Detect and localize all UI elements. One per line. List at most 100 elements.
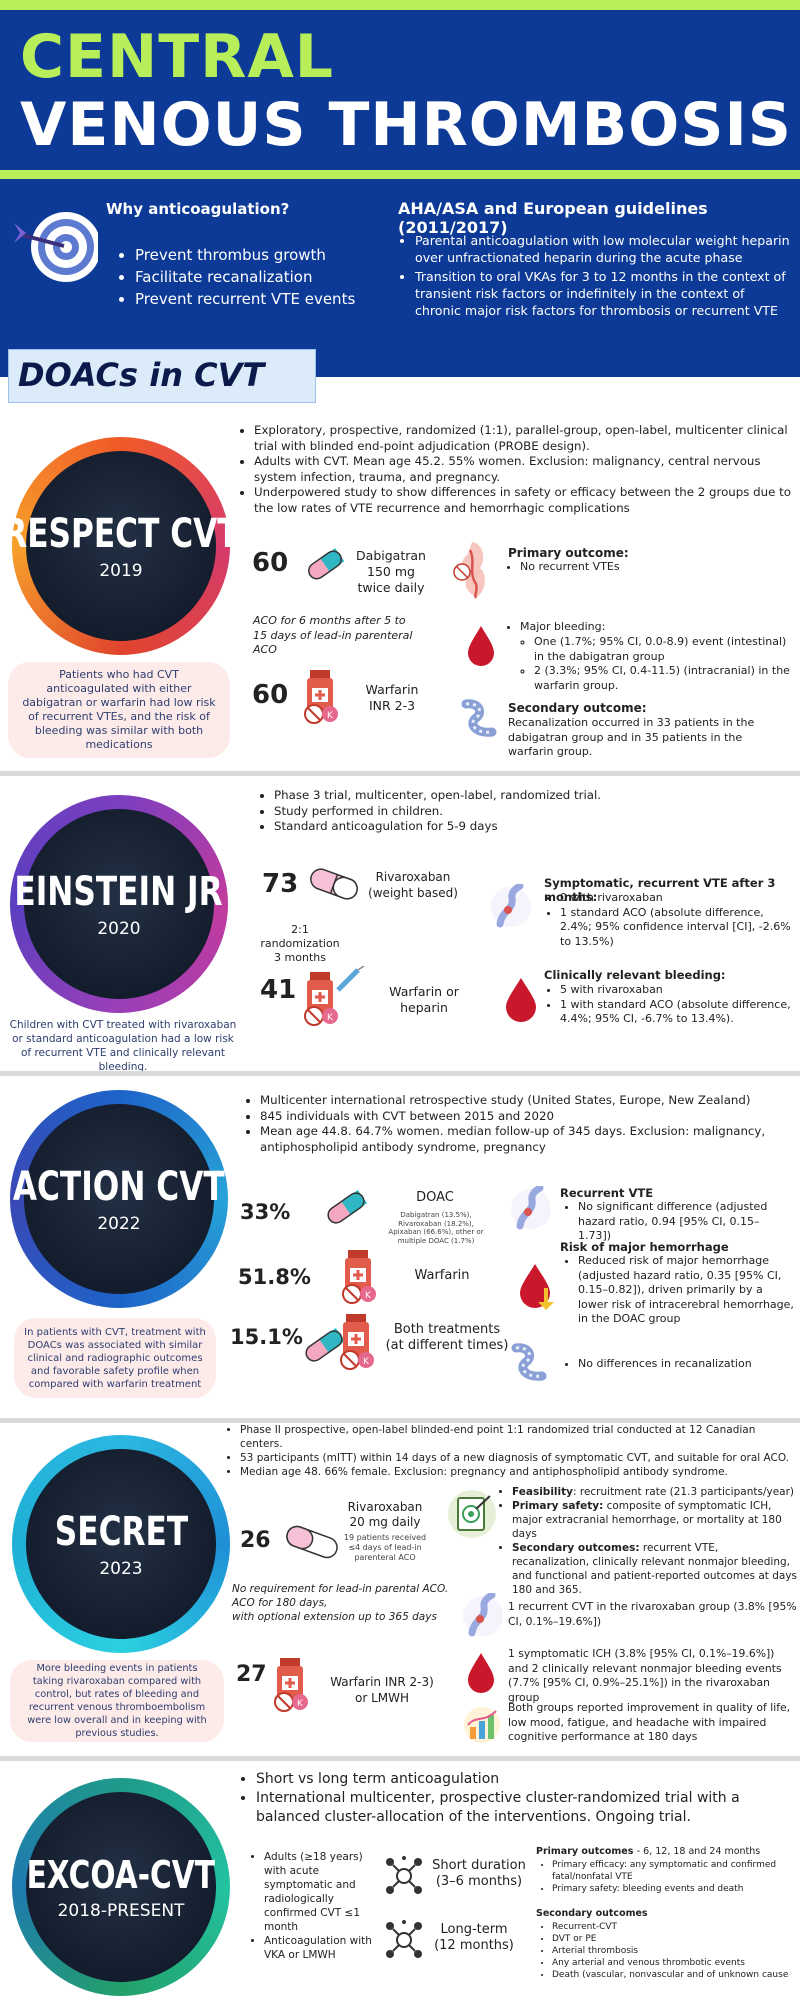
einstein-drug2: Warfarin or heparin (389, 984, 459, 1015)
guideline-item: Parental anticoagulation with low molecu… (415, 232, 790, 266)
title-line-1: CENTRAL (20, 22, 335, 92)
excoa-year: 2018-PRESENT (57, 1901, 185, 1921)
respect-bullet: Exploratory, prospective, randomized (1:… (254, 423, 795, 454)
action-bullet: Multicenter international retrospective … (260, 1093, 791, 1109)
respect-conclusion: Patients who had CVT anticoagulated with… (8, 662, 230, 758)
guidelines-title: AHA/ASA and European guidelines (2011/20… (398, 199, 708, 237)
respect-name: RESPECT CVT (3, 511, 239, 557)
action-conclusion: In patients with CVT, treatment with DOA… (14, 1318, 216, 1398)
respect-primary-title: Primary outcome: (508, 546, 629, 560)
excoa-bullet: International multicenter, prospective c… (256, 1789, 797, 1827)
brain-vessel-icon (453, 542, 485, 599)
wellbeing-chart-icon (464, 1707, 500, 1743)
einstein-n2: 41 (260, 975, 297, 1005)
einstein-bleed-list: 5 with rivaroxaban 1 with standard ACO (… (548, 983, 793, 1027)
pill-bottle-icon: K (274, 1658, 308, 1712)
action-hem-list: Reduced risk of major hemorrhage (adjust… (566, 1254, 794, 1327)
capsule-icon (308, 548, 345, 580)
einstein-conclusion: Children with CVT treated with rivaroxab… (9, 1019, 237, 1073)
section-title-box (8, 349, 316, 403)
svg-text:K: K (327, 711, 334, 721)
why-item: Prevent thrombus growth (135, 244, 355, 266)
respect-bleeding: Major bleeding: (508, 620, 793, 635)
svg-text:K: K (363, 1357, 370, 1367)
capsule-icon (286, 1525, 338, 1559)
why-item: Facilitate recanalization (135, 266, 355, 288)
blood-drop-icon (468, 1653, 494, 1693)
title-line-2: VENOUS THROMBOSIS (20, 90, 793, 160)
target-icon (14, 212, 98, 282)
top-accent-bar (0, 0, 800, 10)
excoa-population-item: Anticoagulation with VKA or LMWH (264, 1934, 382, 1962)
svg-text:K: K (297, 1699, 304, 1709)
action-hem-item: Reduced risk of major hemorrhage (adjust… (578, 1254, 794, 1327)
secret-result-2: 1 symptomatic ICH (3.8% [95% CI, 0.1%–19… (508, 1647, 782, 1704)
excoa-population-list: Adults (≥18 years) with acute symptomati… (252, 1850, 382, 1962)
excoa-secondary-item: Any arterial and venous thrombotic event… (552, 1957, 798, 1969)
einstein-bullets: Phase 3 trial, multicenter, open-label, … (260, 788, 780, 835)
respect-primary-list: No recurrent VTEs (508, 560, 788, 575)
secret-n2: 27 (236, 1662, 267, 1687)
einstein-bullet: Study performed in children. (274, 804, 780, 820)
excoa-population-item: Adults (≥18 years) with acute symptomati… (264, 1850, 382, 1934)
excoa-secondary-list: Recurrent-CVT DVT or PE Arterial thrombo… (540, 1921, 798, 1981)
excoa-bullets: Short vs long term anticoagulation Inter… (242, 1770, 797, 1827)
respect-bleeding-item: One (1.7%; 95% CI, 0.0-8.9) event (intes… (534, 635, 793, 664)
vessel-clot-icon (511, 1186, 551, 1230)
secret-outcome-list: Feasibility: recruitment rate (21.3 part… (500, 1485, 798, 1597)
action-drug1-note: Dabigatran (13.5%), Rivaroxaban (18.2%),… (388, 1211, 484, 1245)
secret-result-3: Both groups reported improvement in qual… (508, 1701, 791, 1743)
respect-secondary-text: Recanalization occurred in 33 patients i… (508, 716, 755, 758)
einstein-name: EINSTEIN JR (14, 869, 224, 915)
excoa-bullet: Short vs long term anticoagulation (256, 1770, 797, 1789)
svg-text:K: K (365, 1291, 372, 1301)
section-divider (0, 1071, 800, 1076)
einstein-vte-item: 1 standard ACO (absolute difference, 2.4… (560, 906, 793, 950)
guideline-item: Transition to oral VKAs for 3 to 12 mont… (415, 268, 790, 319)
section-title: DOACs in CVT (18, 356, 265, 394)
respect-secondary-title: Secondary outcome: (508, 701, 647, 715)
action-badge: ACTION CVT 2022 (10, 1090, 228, 1308)
excoa-primary-times: - 6, 12, 18 and 24 months (636, 1846, 761, 1857)
respect-year: 2019 (99, 561, 143, 581)
vessel-icon (511, 1343, 547, 1381)
einstein-n1: 73 (262, 869, 299, 899)
svg-text:K: K (327, 1013, 334, 1023)
respect-bullet: Adults with CVT. Mean age 45.2. 55% wome… (254, 454, 795, 485)
secret-result-1: 1 recurrent CVT in the rivaroxaban group… (508, 1600, 797, 1628)
network-icon (386, 1856, 422, 1894)
action-bullets: Multicenter international retrospective … (246, 1093, 791, 1155)
section-divider (0, 771, 800, 776)
excoa-secondary-item: Arterial thrombosis (552, 1945, 798, 1957)
pill-bottle-icon: K (342, 1250, 376, 1304)
einstein-drug1: Rivaroxaban (weight based) (368, 870, 458, 900)
excoa-primary-item: Primary efficacy: any symptomatic and co… (552, 1859, 795, 1883)
action-p3: 15.1% (230, 1325, 303, 1349)
secret-outcome-item: Secondary outcomes: recurrent VTE, recan… (512, 1541, 798, 1597)
pill-bottle-icon: K (304, 670, 338, 724)
why-anticoagulation-title: Why anticoagulation? (106, 200, 290, 218)
action-recan-item: No differences in recanalization (578, 1357, 791, 1372)
capsule-icon (310, 868, 358, 900)
respect-bullets: Exploratory, prospective, randomized (1:… (240, 423, 795, 516)
blood-drop-icon (506, 978, 536, 1022)
respect-n2: 60 (252, 680, 289, 710)
capsule-bottle-icon: K (305, 1314, 374, 1370)
excoa-short: Short duration (3–6 months) (432, 1858, 526, 1889)
secret-prim-text: composite of symptomatic ICH, major extr… (512, 1500, 782, 1540)
einstein-year: 2020 (97, 919, 141, 939)
action-recan-list: No differences in recanalization (566, 1357, 791, 1372)
secret-bullet: 53 participants (mITT) within 14 days of… (240, 1451, 796, 1465)
einstein-vte-list: 0 with rivaroxaban 1 standard ACO (absol… (548, 891, 793, 949)
vessel-icon (461, 699, 497, 737)
respect-primary-item: No recurrent VTEs (520, 560, 788, 575)
action-p2: 51.8% (238, 1265, 311, 1289)
excoa-primary-list: Primary efficacy: any symptomatic and co… (540, 1859, 795, 1895)
respect-drug1: Dabigatran 150 mg twice daily (356, 548, 426, 595)
secret-n1: 26 (240, 1528, 271, 1553)
einstein-bleed-item: 5 with rivaroxaban (560, 983, 793, 998)
action-vte-item: No significant difference (adjusted haza… (578, 1200, 791, 1244)
action-year: 2022 (97, 1214, 141, 1234)
excoa-primary-item: Primary safety: bleeding events and deat… (552, 1883, 795, 1895)
header-banner (0, 10, 800, 170)
